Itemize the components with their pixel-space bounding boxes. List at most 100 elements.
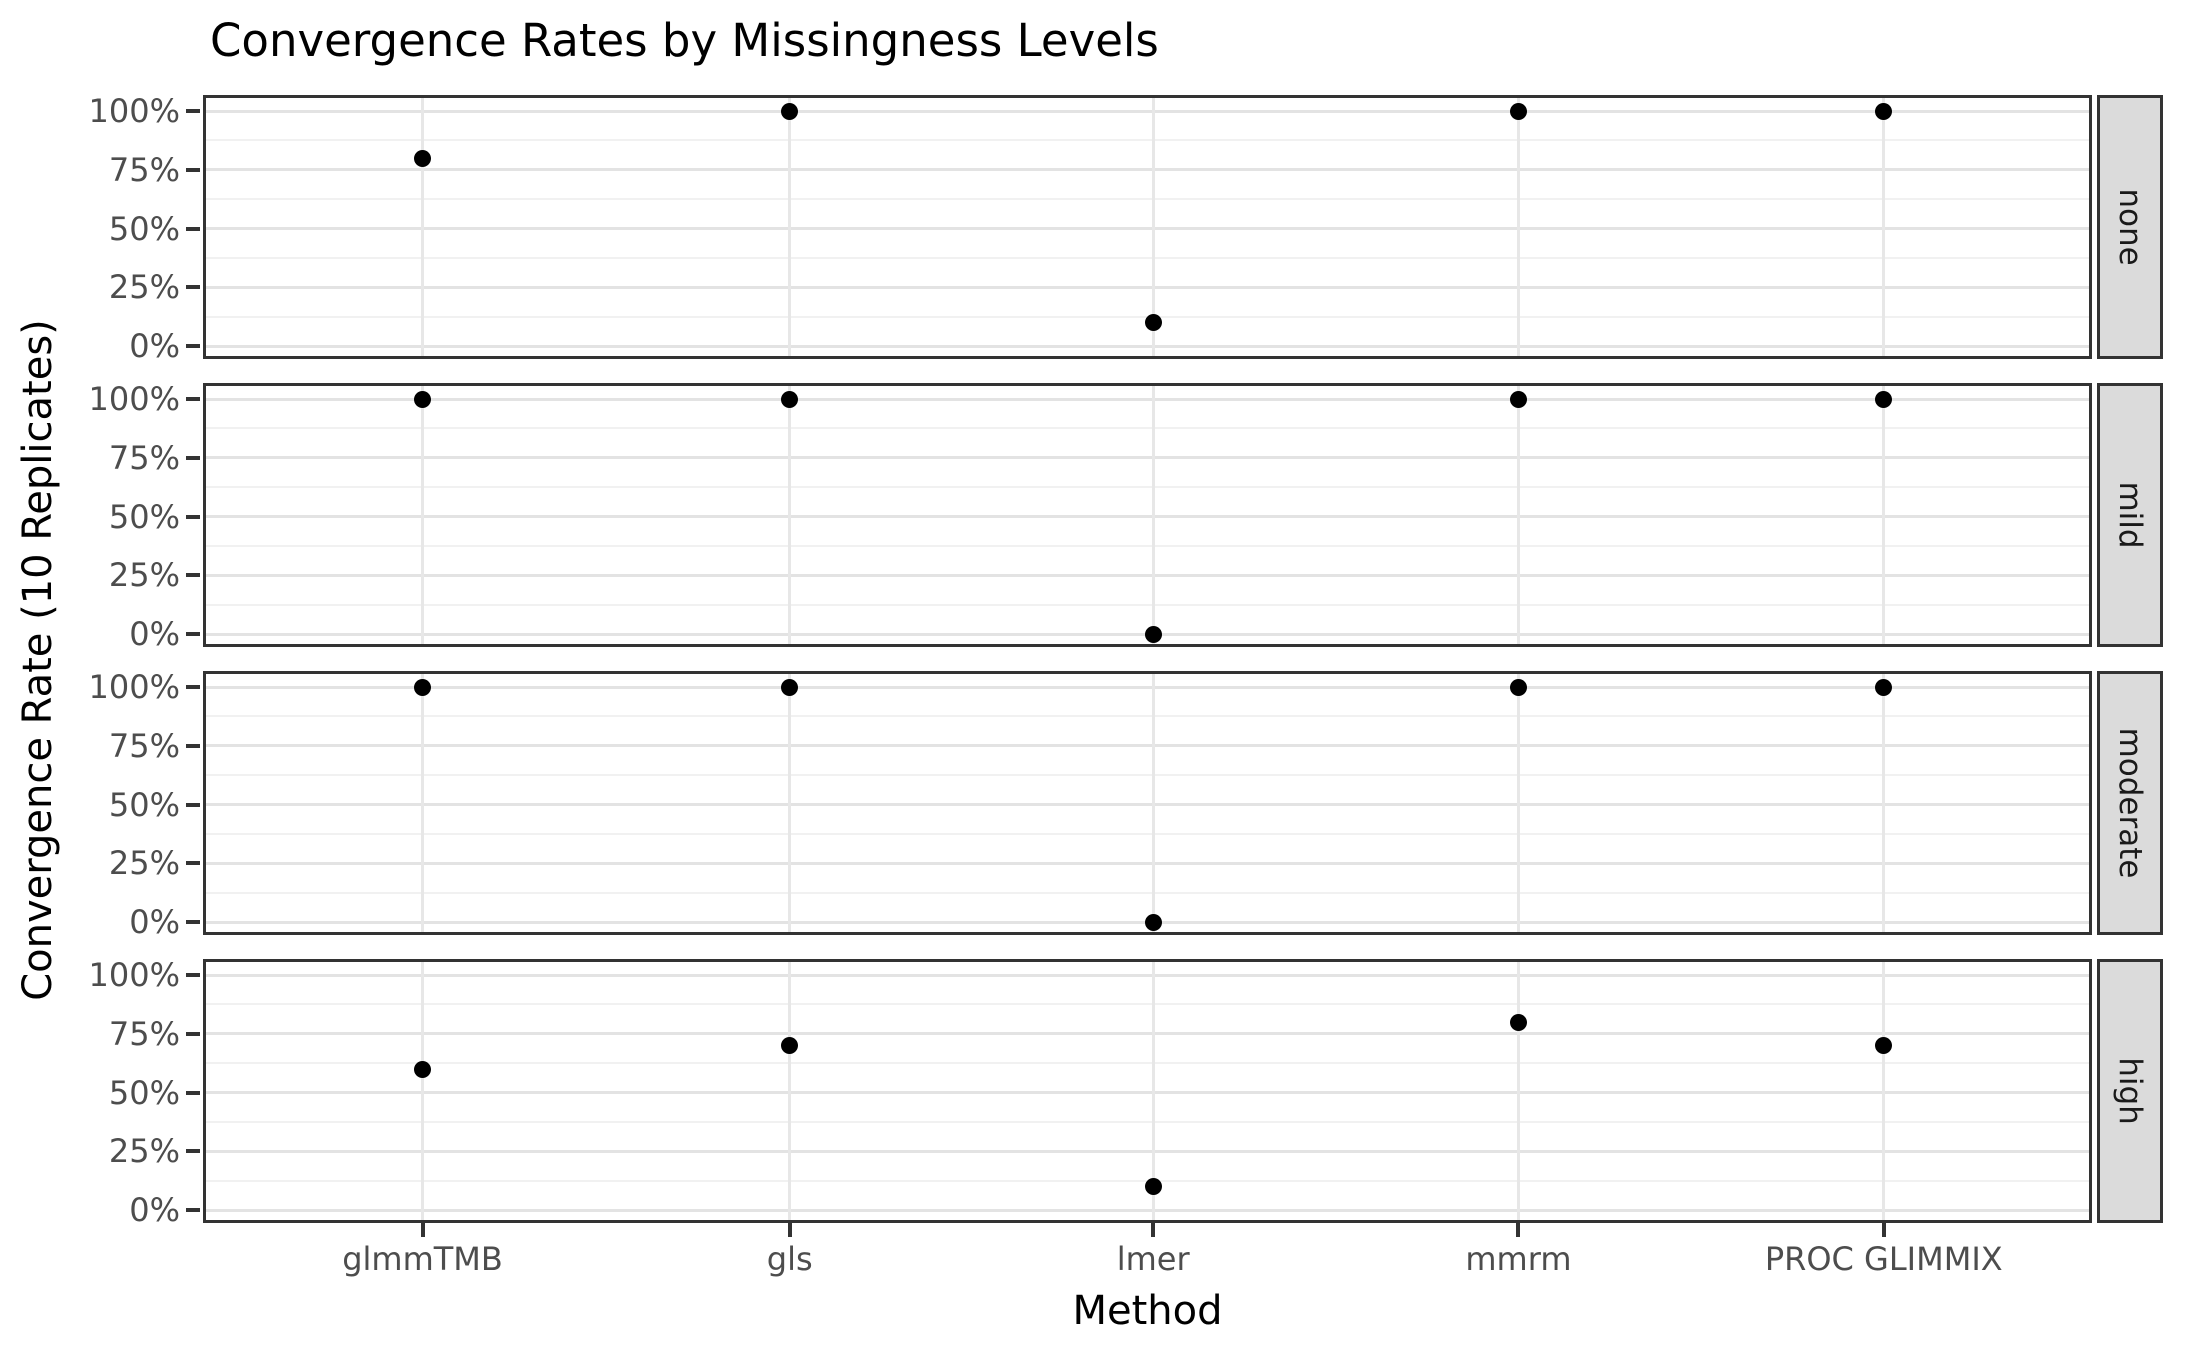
gridline-major-horizontal: [206, 685, 2089, 689]
chart-title: Convergence Rates by Missingness Levels: [210, 14, 1159, 67]
facet-strip-label: moderate: [2112, 727, 2148, 879]
data-point-mild-mmrm: [1509, 390, 1527, 408]
facet-strip-none: none: [2097, 95, 2163, 359]
y-tick-label: 0%: [129, 327, 180, 365]
y-axis-tick-mark: [186, 973, 200, 977]
y-tick-label: 100%: [88, 92, 180, 130]
y-tick-label: 100%: [88, 668, 180, 706]
y-tick-label: 100%: [88, 380, 180, 418]
facet-strip-label: mild: [2112, 481, 2148, 549]
y-tick-label: 0%: [129, 615, 180, 653]
gridline-major-horizontal: [206, 344, 2089, 348]
gridline-minor-horizontal: [206, 1062, 2089, 1065]
gridline-vertical: [1882, 98, 1886, 356]
y-tick-label: 25%: [108, 268, 180, 307]
gridline-major-horizontal: [206, 168, 2089, 172]
data-point-high-mmrm: [1509, 1013, 1527, 1031]
x-axis-tick-mark: [420, 1223, 425, 1237]
data-point-high-lmer: [1144, 1178, 1162, 1195]
y-axis-tick-mark: [186, 1090, 200, 1095]
gridline-vertical: [1151, 962, 1155, 1220]
gridline-major-horizontal: [206, 744, 2089, 748]
x-tick-label-mmrm: mmrm: [1465, 1240, 1572, 1278]
gridline-minor-horizontal: [206, 603, 2089, 606]
gridline-vertical: [1151, 98, 1155, 356]
y-axis-tick-mark: [186, 632, 200, 636]
gridline-vertical: [1882, 962, 1886, 1220]
y-tick-label: 75%: [108, 438, 180, 477]
y-axis-tick-mark: [186, 743, 200, 748]
gridline-vertical: [421, 386, 425, 644]
gridline-vertical: [1882, 386, 1886, 644]
x-tick-label-lmer: lmer: [1116, 1240, 1190, 1278]
facet-panel-none: [203, 95, 2092, 359]
y-axis-tick-mark: [186, 285, 200, 290]
y-tick-label: 50%: [108, 497, 180, 536]
gridline-vertical: [1516, 386, 1520, 644]
y-axis-tick-mark: [186, 455, 200, 460]
y-tick-label: 50%: [108, 785, 180, 824]
y-tick-label: 75%: [108, 726, 180, 765]
gridline-vertical: [1151, 674, 1155, 932]
data-point-mild-PROC GLIMMIX: [1875, 390, 1893, 408]
gridline-major-horizontal: [206, 227, 2089, 230]
y-tick-label: 25%: [108, 844, 180, 883]
y-axis-title: Convergence Rate (10 Replicates): [15, 319, 61, 1001]
facet-strip-high: high: [2097, 959, 2163, 1223]
gridline-minor-horizontal: [206, 832, 2089, 835]
data-point-high-PROC GLIMMIX: [1875, 1037, 1893, 1054]
gridline-major-horizontal: [206, 1149, 2089, 1153]
gridline-minor-horizontal: [206, 774, 2089, 777]
data-point-moderate-lmer: [1144, 913, 1162, 931]
gridline-major-horizontal: [206, 973, 2089, 977]
y-axis-tick-mark: [186, 1208, 200, 1212]
gridline-major-horizontal: [206, 515, 2089, 518]
gridline-major-horizontal: [206, 1091, 2089, 1094]
gridline-major-horizontal: [206, 803, 2089, 806]
y-axis-tick-mark: [186, 514, 200, 519]
facet-strip-moderate: moderate: [2097, 671, 2163, 935]
gridline-vertical: [421, 98, 425, 356]
data-point-moderate-mmrm: [1509, 678, 1527, 696]
gridline-minor-horizontal: [206, 715, 2089, 718]
y-axis-tick-mark: [186, 226, 200, 231]
gridline-major-horizontal: [206, 1208, 2089, 1212]
data-point-mild-lmer: [1144, 625, 1162, 643]
data-point-none-lmer: [1144, 314, 1162, 331]
data-point-none-mmrm: [1509, 102, 1527, 120]
data-point-moderate-gls: [781, 678, 799, 696]
data-point-none-PROC GLIMMIX: [1875, 102, 1893, 120]
data-point-none-gls: [781, 102, 799, 120]
y-tick-label: 0%: [129, 903, 180, 941]
y-axis-tick-mark: [186, 861, 200, 866]
data-point-mild-gls: [781, 390, 799, 408]
y-tick-label: 25%: [108, 556, 180, 595]
gridline-vertical: [788, 962, 792, 1220]
gridline-vertical: [1516, 98, 1520, 356]
y-tick-label: 75%: [108, 1014, 180, 1053]
gridline-vertical: [1151, 386, 1155, 644]
gridline-minor-horizontal: [206, 1003, 2089, 1006]
y-axis-tick-mark: [186, 397, 200, 401]
gridline-minor-horizontal: [206, 139, 2089, 142]
gridline-major-horizontal: [206, 861, 2089, 865]
gridline-minor-horizontal: [206, 544, 2089, 547]
x-axis-tick-mark: [1516, 1223, 1521, 1237]
gridline-minor-horizontal: [206, 256, 2089, 259]
gridline-major-horizontal: [206, 573, 2089, 577]
y-axis-tick-mark: [186, 685, 200, 689]
gridline-minor-horizontal: [206, 198, 2089, 201]
x-tick-label-PROC GLIMMIX: PROC GLIMMIX: [1764, 1240, 2003, 1278]
x-axis-title: Method: [1072, 1288, 1223, 1334]
y-axis-tick-mark: [186, 1149, 200, 1154]
x-axis-tick-mark: [1151, 1223, 1156, 1237]
data-point-high-gls: [781, 1037, 799, 1054]
y-tick-label: 0%: [129, 1191, 180, 1229]
gridline-vertical: [788, 386, 792, 644]
y-axis-tick-mark: [186, 109, 200, 113]
y-axis-tick-mark: [186, 1031, 200, 1036]
x-tick-label-gls: gls: [766, 1240, 813, 1278]
x-tick-label-glmmTMB: glmmTMB: [342, 1240, 503, 1278]
y-axis-tick-mark: [186, 802, 200, 807]
